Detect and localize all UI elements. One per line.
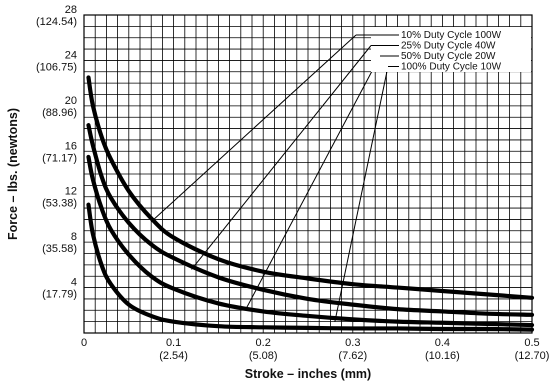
y-axis-title: Force – lbs. (newtons) (6, 108, 20, 240)
y-tick-label: 4 (71, 277, 77, 289)
y-tick-sublabel: (17.79) (42, 289, 77, 301)
legend-entry: 50% Duty Cycle 20W (401, 51, 496, 62)
legend-entry: 100% Duty Cycle 10W (401, 62, 502, 73)
x-axis-ticks: 0 0.1(2.54) 0.2(5.08) 0.3(7.62) 0.4(10.16) 0.… (81, 337, 549, 362)
x-tick-label: 0 (81, 337, 87, 349)
x-tick-label: 0.1 (166, 337, 181, 349)
series-line (86, 75, 535, 300)
y-tick-label: 12 (65, 186, 77, 198)
y-tick-sublabel: (88.96) (42, 107, 77, 119)
y-tick-sublabel: (53.38) (42, 198, 77, 210)
y-tick-label: 20 (65, 95, 77, 107)
y-tick-label: 16 (65, 140, 77, 152)
y-axis-ticks: 4(17.79) 8(35.58) 12(53.38) 16(71.17) 20(88.… (36, 4, 77, 301)
x-tick-sublabel: (7.62) (338, 350, 367, 362)
legend-entry: 10% Duty Cycle 100W (401, 30, 502, 41)
callout-line (191, 45, 372, 270)
series-line (86, 154, 535, 328)
callout-line (334, 66, 389, 322)
y-tick-sublabel: (124.54) (36, 16, 77, 28)
series-line (86, 202, 535, 332)
x-tick-label: 0.5 (524, 337, 539, 349)
legend-entry: 25% Duty Cycle 40W (401, 41, 496, 52)
series-line (86, 123, 535, 317)
plot-frame (83, 14, 533, 334)
x-tick-label: 0.4 (435, 337, 450, 349)
grid (84, 15, 532, 333)
x-tick-label: 0.3 (345, 337, 360, 349)
x-tick-sublabel: (2.54) (159, 350, 188, 362)
x-tick-label: 0.2 (256, 337, 271, 349)
x-tick-sublabel: (5.08) (249, 350, 278, 362)
legend-callout-lines (150, 34, 389, 322)
y-tick-label: 28 (65, 4, 77, 16)
y-tick-sublabel: (106.75) (36, 61, 77, 73)
y-tick-label: 24 (65, 49, 77, 61)
x-axis-title: Stroke – inches (mm) (245, 367, 371, 381)
y-tick-sublabel: (71.17) (42, 152, 77, 164)
y-tick-sublabel: (35.58) (42, 243, 77, 255)
callout-line (244, 55, 381, 311)
series-lines (86, 75, 535, 332)
y-tick-label: 8 (71, 231, 77, 243)
x-tick-sublabel: (10.16) (425, 350, 460, 362)
x-tick-sublabel: (12.70) (515, 350, 550, 362)
callout-line (150, 34, 357, 223)
